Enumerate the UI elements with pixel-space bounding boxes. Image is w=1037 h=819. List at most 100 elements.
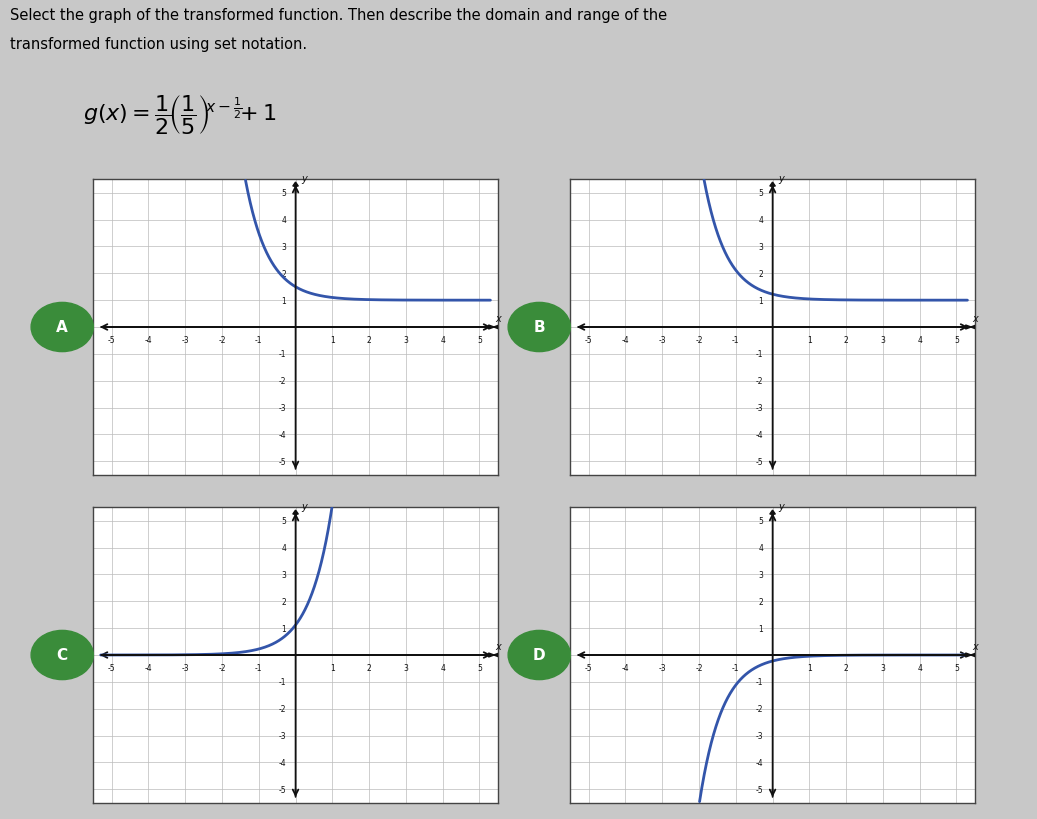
Text: -2: -2 [695,336,703,345]
Text: -4: -4 [145,663,152,672]
Text: -5: -5 [279,785,286,794]
Text: 3: 3 [281,242,286,251]
Text: 1: 1 [282,296,286,305]
Text: 1: 1 [807,663,812,672]
FancyArrow shape [292,510,299,797]
Text: -1: -1 [756,677,763,686]
Text: -1: -1 [756,350,763,359]
Text: 2: 2 [367,336,371,345]
FancyArrow shape [578,654,971,657]
Text: -2: -2 [756,704,763,713]
Text: -1: -1 [732,336,739,345]
FancyArrow shape [494,654,499,657]
Text: 4: 4 [281,216,286,225]
Text: $g(x) = \dfrac{1}{2}\!\left(\dfrac{1}{5}\right)^{\!\!x-\frac{1}{2}}\!\!+1$: $g(x) = \dfrac{1}{2}\!\left(\dfrac{1}{5}… [83,93,277,136]
Text: 5: 5 [954,663,959,672]
Text: -5: -5 [279,457,286,466]
FancyArrow shape [101,654,494,657]
Text: 1: 1 [330,663,335,672]
Text: x: x [972,641,978,651]
FancyArrow shape [971,654,976,657]
Text: 4: 4 [440,663,445,672]
Text: -5: -5 [585,336,592,345]
Text: 2: 2 [367,663,371,672]
FancyArrow shape [101,326,494,329]
Text: 2: 2 [282,269,286,278]
Text: 2: 2 [844,663,848,672]
Text: 4: 4 [758,544,763,553]
Text: -1: -1 [279,350,286,359]
Text: -2: -2 [218,336,226,345]
Text: 5: 5 [954,336,959,345]
Text: -2: -2 [756,377,763,386]
Text: 2: 2 [844,336,848,345]
Text: -3: -3 [181,336,189,345]
Text: 1: 1 [282,624,286,633]
Text: 3: 3 [758,570,763,579]
Text: -3: -3 [756,404,763,413]
Text: -2: -2 [218,663,226,672]
Text: 4: 4 [440,336,445,345]
Text: -1: -1 [255,336,262,345]
Text: 3: 3 [281,570,286,579]
Text: transformed function using set notation.: transformed function using set notation. [10,37,308,52]
Text: 3: 3 [403,663,409,672]
Text: -5: -5 [108,663,115,672]
Text: -4: -4 [279,430,286,439]
Text: y: y [301,502,307,512]
Text: 1: 1 [807,336,812,345]
Text: 5: 5 [477,336,482,345]
Text: -3: -3 [658,663,666,672]
Text: -4: -4 [622,663,629,672]
Text: x: x [495,641,501,651]
Text: A: A [56,320,68,335]
Text: -1: -1 [255,663,262,672]
Text: -1: -1 [279,677,286,686]
Text: 3: 3 [880,663,886,672]
Text: -2: -2 [279,704,286,713]
Text: -5: -5 [756,457,763,466]
Text: 4: 4 [917,663,922,672]
Text: 5: 5 [281,517,286,526]
Text: 1: 1 [330,336,335,345]
Text: 2: 2 [759,597,763,606]
Text: 2: 2 [282,597,286,606]
Text: 1: 1 [759,296,763,305]
Text: 3: 3 [403,336,409,345]
Text: -3: -3 [279,731,286,740]
Text: -4: -4 [622,336,629,345]
Text: -3: -3 [279,404,286,413]
Text: -4: -4 [145,336,152,345]
Text: -3: -3 [181,663,189,672]
Text: y: y [778,174,784,184]
Text: 4: 4 [281,544,286,553]
Text: -4: -4 [756,758,763,767]
Text: y: y [301,174,307,184]
Text: -5: -5 [585,663,592,672]
Text: -4: -4 [279,758,286,767]
Text: D: D [533,648,545,663]
Text: -1: -1 [732,663,739,672]
Text: -3: -3 [658,336,666,345]
FancyArrow shape [769,510,776,797]
Text: 4: 4 [917,336,922,345]
Text: -2: -2 [695,663,703,672]
Text: Select the graph of the transformed function. Then describe the domain and range: Select the graph of the transformed func… [10,8,668,23]
Text: -4: -4 [756,430,763,439]
Text: 5: 5 [281,189,286,198]
Text: x: x [972,314,978,324]
Text: -5: -5 [108,336,115,345]
Text: 3: 3 [758,242,763,251]
Text: 3: 3 [880,336,886,345]
FancyArrow shape [971,326,976,329]
Text: 5: 5 [477,663,482,672]
FancyArrow shape [769,183,776,469]
Text: 1: 1 [759,624,763,633]
Text: -2: -2 [279,377,286,386]
Text: C: C [57,648,67,663]
Text: 2: 2 [759,269,763,278]
FancyArrow shape [578,326,971,329]
Text: 5: 5 [758,517,763,526]
Text: 5: 5 [758,189,763,198]
Text: B: B [533,320,545,335]
